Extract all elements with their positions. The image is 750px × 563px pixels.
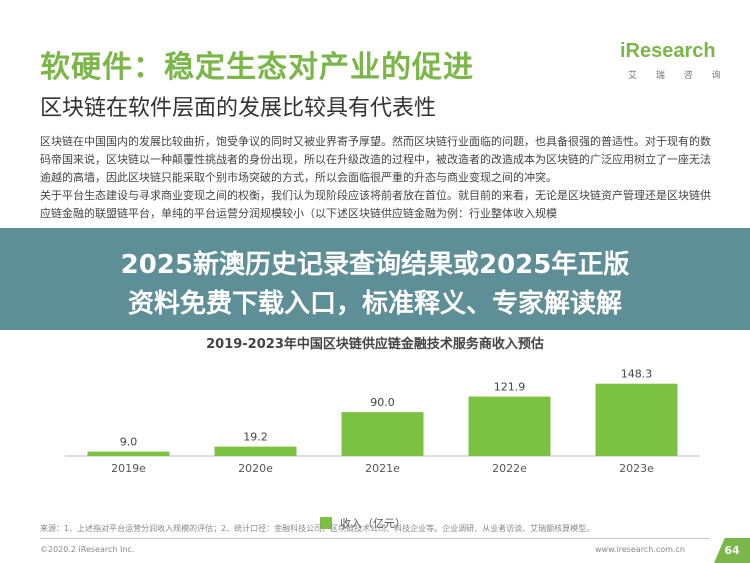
footer-divider [40, 538, 710, 539]
value-label-2023e: 148.3 [621, 368, 653, 381]
chart-legend: 收入（亿元） [320, 515, 406, 531]
banner-line-1[interactable]: 2025新澳历史记录查询结果或2025年正版 [120, 250, 630, 280]
copyright: ©2020.2 iResearch Inc. [40, 545, 135, 554]
site-url: www.iresearch.com.cn [595, 545, 685, 554]
bar-2021e [341, 412, 424, 456]
value-label-2021e: 90.0 [370, 396, 395, 409]
bar-2019e [87, 451, 170, 456]
tick-label-2020e: 2020e [238, 462, 273, 475]
bar-2022e [468, 396, 551, 456]
body-paragraph-2: 关于平台生态建设与寻求商业变现之间的权衡，我们认为现阶段应该将前者放在首位。就目… [40, 189, 711, 220]
logo-tagline: 艾 瑞 咨 询 [628, 71, 729, 81]
page-title: 软硬件：稳定生态对产业的促进 [40, 50, 474, 85]
banner-line-2[interactable]: 资料免费下载入口，标准释义、专家解读解 [127, 289, 622, 319]
legend-swatch [320, 517, 332, 529]
bar-2020e [214, 446, 297, 456]
value-label-2020e: 19.2 [243, 431, 268, 444]
bar-chart: 9.0 2019e 19.2 2020e 90.0 2021e 121.9 2022e 148.… [65, 368, 700, 475]
value-label-2022e: 121.9 [494, 381, 526, 394]
chart-title: 2019-2023年中国区块链供应链金融技术服务商收入预估 [206, 337, 544, 352]
source-note: 来源：1、上述指对平台运营分润收入规模的评估；2、统计口径：金融科技公司、区块链… [40, 524, 595, 533]
iresearch-logo: iResearch 艾 瑞 咨 询 [620, 40, 721, 84]
tick-label-2019e: 2019e [111, 462, 146, 475]
tick-label-2023e: 2023e [619, 462, 654, 475]
legend-label: 收入（亿元） [340, 517, 406, 530]
page-subtitle: 区块链在软件层面的发展比较具有代表性 [40, 96, 437, 121]
overlay-banner[interactable]: 2025新澳历史记录查询结果或2025年正版 资料免费下载入口，标准释义、专家解… [0, 228, 750, 330]
value-label-2019e: 9.0 [120, 436, 138, 449]
tick-label-2022e: 2022e [492, 462, 527, 475]
logo-brand: iResearch [620, 40, 716, 62]
page-number: 64 [714, 538, 750, 563]
body-text: 区块链在中国国内的发展比较曲折，饱受争议的同时又被业界寄予厚望。然而区块链行业面… [40, 133, 716, 223]
body-paragraph-1: 区块链在中国国内的发展比较曲折，饱受争议的同时又被业界寄予厚望。然而区块链行业面… [40, 135, 711, 184]
bar-2023e [595, 383, 678, 456]
tick-label-2021e: 2021e [365, 462, 400, 475]
